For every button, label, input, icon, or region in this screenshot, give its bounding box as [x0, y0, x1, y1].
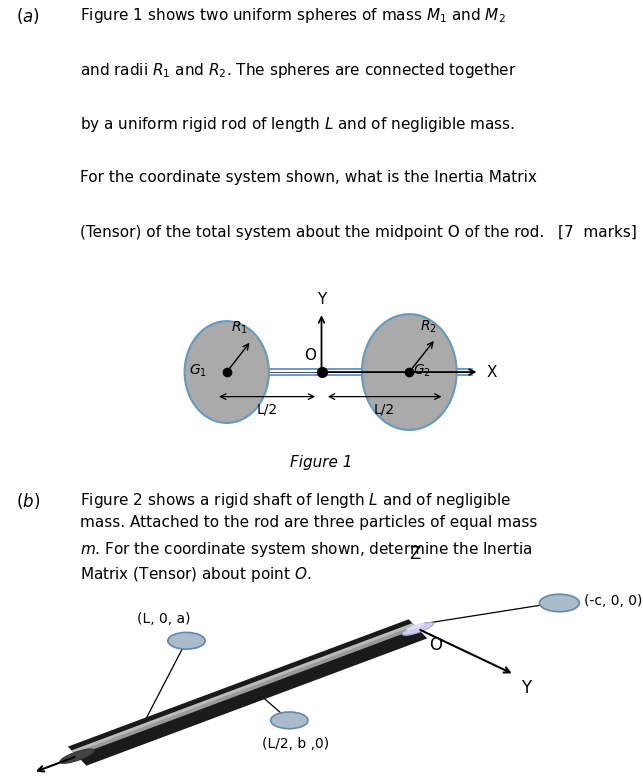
- Ellipse shape: [403, 622, 433, 635]
- Text: O: O: [304, 349, 316, 363]
- Text: and radii $R_1$ and $R_2$. The spheres are connected together: and radii $R_1$ and $R_2$. The spheres a…: [80, 61, 517, 80]
- Text: $(a)$: $(a)$: [16, 6, 40, 27]
- Ellipse shape: [406, 622, 425, 630]
- Text: (-c, 0, 0): (-c, 0, 0): [584, 594, 642, 608]
- Text: [7  marks]: [7 marks]: [557, 225, 637, 239]
- Text: Matrix (Tensor) about point $O$.: Matrix (Tensor) about point $O$.: [80, 565, 312, 584]
- Text: Z: Z: [409, 545, 421, 563]
- Text: Figure 1 shows two uniform spheres of mass $M_1$ and $M_2$: Figure 1 shows two uniform spheres of ma…: [80, 6, 506, 25]
- Text: O: O: [430, 636, 442, 654]
- Ellipse shape: [60, 749, 95, 764]
- Text: For the coordinate system shown, what is the Inertia Matrix: For the coordinate system shown, what is…: [80, 170, 538, 185]
- Ellipse shape: [168, 633, 205, 649]
- Ellipse shape: [185, 321, 269, 423]
- Text: (L, 0, a): (L, 0, a): [137, 612, 191, 626]
- Text: Y: Y: [317, 292, 326, 307]
- Text: (Tensor) of the total system about the midpoint O of the rod.: (Tensor) of the total system about the m…: [80, 225, 545, 239]
- Text: (L/2, b ,0): (L/2, b ,0): [262, 737, 329, 751]
- Ellipse shape: [271, 712, 308, 729]
- Ellipse shape: [539, 594, 579, 612]
- Text: mass. Attached to the rod are three particles of equal mass: mass. Attached to the rod are three part…: [80, 516, 538, 530]
- Text: X: X: [487, 364, 497, 380]
- Text: Y: Y: [521, 679, 531, 697]
- Text: L/2: L/2: [257, 403, 278, 417]
- Text: L/2: L/2: [374, 403, 395, 417]
- Text: $R_2$: $R_2$: [420, 318, 437, 335]
- Polygon shape: [71, 623, 415, 753]
- Text: $m$. For the coordinate system shown, determine the Inertia: $m$. For the coordinate system shown, de…: [80, 540, 533, 559]
- Text: $G_1$: $G_1$: [190, 362, 208, 378]
- Text: $G_2$: $G_2$: [413, 362, 431, 378]
- Ellipse shape: [362, 314, 457, 430]
- Text: Figure 1: Figure 1: [290, 456, 353, 470]
- Text: Figure 2 shows a rigid shaft of length $L$ and of negligible: Figure 2 shows a rigid shaft of length $…: [80, 491, 511, 509]
- Polygon shape: [68, 619, 427, 766]
- Text: $R_1$: $R_1$: [231, 320, 248, 336]
- Text: by a uniform rigid rod of length $L$ and of negligible mass.: by a uniform rigid rod of length $L$ and…: [80, 115, 516, 134]
- Polygon shape: [73, 625, 417, 756]
- Text: $(b)$: $(b)$: [16, 491, 41, 511]
